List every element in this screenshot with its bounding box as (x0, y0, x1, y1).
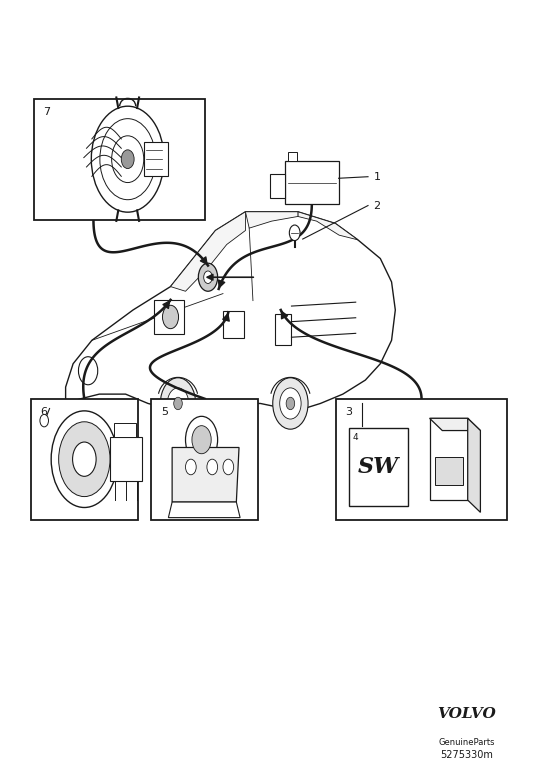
Text: VOLVO: VOLVO (437, 708, 497, 721)
Text: 4: 4 (353, 433, 359, 442)
Bar (435, 457, 463, 485)
Bar (151, 399, 258, 519)
Text: SW: SW (358, 456, 399, 478)
Text: 3: 3 (345, 407, 352, 417)
Text: 1: 1 (373, 172, 380, 181)
Text: 6: 6 (40, 407, 47, 417)
Circle shape (186, 459, 196, 475)
Polygon shape (171, 212, 245, 291)
Circle shape (273, 378, 308, 429)
Circle shape (162, 305, 179, 328)
Circle shape (199, 264, 217, 291)
Text: 5275330m: 5275330m (441, 750, 493, 760)
Bar (429, 418, 468, 500)
Circle shape (167, 388, 189, 419)
Circle shape (79, 357, 98, 385)
Text: 2: 2 (373, 200, 380, 210)
Polygon shape (468, 418, 480, 512)
Circle shape (204, 271, 213, 283)
Circle shape (223, 459, 233, 475)
Bar (114, 423, 136, 437)
Polygon shape (172, 447, 239, 502)
Bar (223, 310, 244, 338)
Polygon shape (245, 212, 298, 228)
Circle shape (280, 388, 301, 419)
Bar (336, 399, 507, 519)
Bar (285, 161, 338, 204)
Bar (144, 142, 168, 176)
Bar (288, 152, 298, 161)
Circle shape (40, 414, 48, 427)
Bar (349, 428, 408, 505)
Bar (275, 314, 292, 345)
Circle shape (59, 421, 110, 497)
Text: GenuineParts: GenuineParts (439, 738, 495, 747)
Circle shape (289, 225, 300, 241)
Circle shape (207, 459, 217, 475)
Bar (31, 399, 138, 519)
Text: 5: 5 (161, 407, 168, 417)
Bar (154, 300, 184, 334)
Circle shape (186, 416, 217, 463)
Circle shape (160, 378, 196, 429)
Circle shape (192, 425, 211, 454)
Circle shape (100, 119, 155, 199)
Circle shape (174, 397, 182, 410)
Polygon shape (168, 502, 240, 518)
Circle shape (121, 150, 134, 169)
Polygon shape (66, 212, 395, 411)
Polygon shape (298, 212, 358, 240)
Bar (110, 437, 142, 481)
Polygon shape (429, 418, 480, 431)
Bar (270, 174, 285, 198)
Circle shape (91, 106, 164, 212)
Bar (33, 99, 205, 220)
Circle shape (51, 411, 117, 508)
Text: 7: 7 (43, 106, 50, 117)
Circle shape (73, 442, 96, 476)
Circle shape (286, 397, 295, 410)
Circle shape (112, 136, 144, 182)
